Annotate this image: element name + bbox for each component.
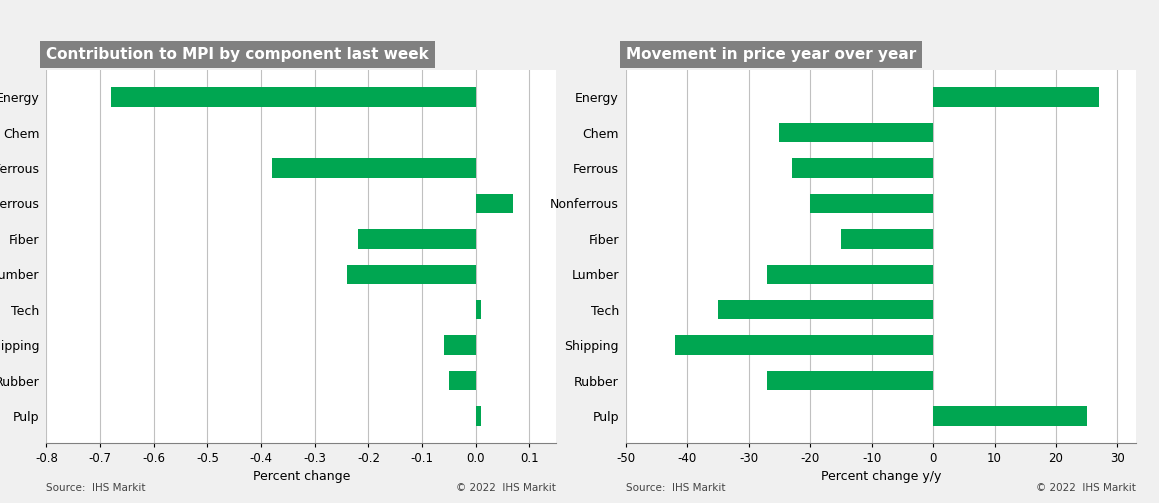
Bar (476, 300, 481, 319)
Bar (675, 336, 933, 355)
Bar (358, 229, 476, 248)
Bar (476, 406, 481, 426)
Bar (841, 229, 933, 248)
Bar (933, 88, 1099, 107)
Text: Contribution to MPI by component last week: Contribution to MPI by component last we… (46, 47, 429, 62)
Text: © 2022  IHS Markit: © 2022 IHS Markit (1036, 483, 1136, 493)
Bar (272, 158, 476, 178)
Bar (792, 158, 933, 178)
X-axis label: Percent change: Percent change (253, 470, 350, 483)
Text: Movement in price year over year: Movement in price year over year (626, 47, 916, 62)
Bar (476, 194, 513, 213)
Bar (347, 265, 476, 284)
Bar (767, 371, 933, 390)
Text: Source:  IHS Markit: Source: IHS Markit (46, 483, 146, 493)
Bar (719, 300, 933, 319)
Bar (444, 336, 476, 355)
Bar (767, 265, 933, 284)
Bar (449, 371, 476, 390)
Bar (780, 123, 933, 142)
Bar (810, 194, 933, 213)
Bar (933, 406, 1087, 426)
Text: Source:  IHS Markit: Source: IHS Markit (626, 483, 726, 493)
Bar (111, 88, 476, 107)
X-axis label: Percent change y/y: Percent change y/y (821, 470, 941, 483)
Text: © 2022  IHS Markit: © 2022 IHS Markit (457, 483, 556, 493)
